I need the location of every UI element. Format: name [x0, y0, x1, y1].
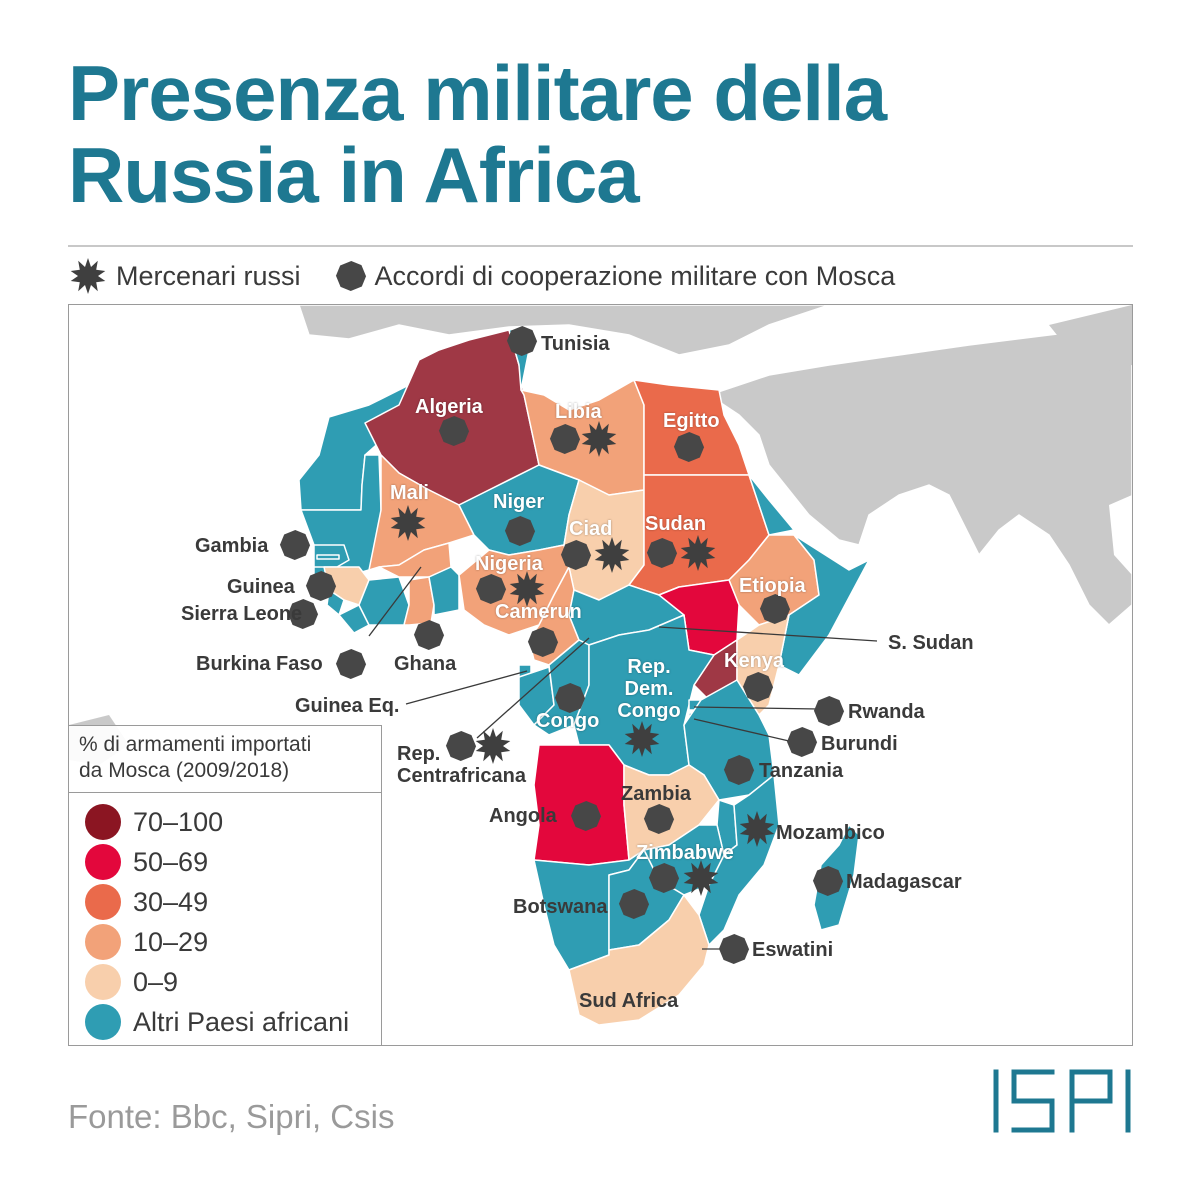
legend-label: 50–69 — [133, 846, 209, 877]
legend-swatch — [85, 804, 121, 840]
marker-eswatini[interactable] — [715, 930, 753, 968]
label-burkina-faso: Burkina Faso — [196, 653, 323, 675]
country-burkina-faso — [378, 542, 452, 578]
legend-label: 0–9 — [133, 966, 179, 997]
country-sud-africa — [568, 894, 710, 1026]
marker-gambia[interactable] — [276, 526, 314, 564]
country-gambia — [316, 554, 340, 560]
legend-cooperation-label: Accordi di cooperazione militare con Mos… — [374, 260, 896, 291]
label-zimbabwe: Zimbabwe — [636, 842, 734, 864]
label-rep-centrafricana: Rep. Centrafricana — [397, 743, 526, 787]
legend-cooperation: Accordi di cooperazione militare con Mos… — [334, 260, 896, 292]
legend-title-line1: % di armamenti importati — [79, 733, 312, 756]
label-rwanda: Rwanda — [848, 701, 925, 723]
label-ciad: Ciad — [569, 518, 613, 540]
legend-label: 30–49 — [133, 886, 209, 917]
label-sierra-leone: Sierra Leone — [181, 603, 303, 625]
label-algeria: Algeria — [415, 396, 483, 418]
label-mozambico: Mozambico — [776, 822, 885, 844]
label-niger: Niger — [493, 491, 545, 513]
label-tunisia: Tunisia — [541, 333, 610, 355]
label-gambia: Gambia — [195, 535, 269, 557]
source-note: Fonte: Bbc, Sipri, Csis — [68, 1098, 395, 1135]
legend-label: 10–29 — [133, 926, 209, 957]
label-congo: Congo — [536, 710, 600, 732]
legend-swatch — [85, 884, 121, 920]
legend-row-70-100: 70–100 — [85, 804, 223, 840]
title-divider — [68, 245, 1133, 247]
other-land — [69, 305, 1132, 765]
label-guinea-eq: Guinea Eq. — [295, 695, 400, 717]
country-togo-benin — [428, 566, 460, 616]
ispi-logo — [993, 1069, 1131, 1133]
label-kenya: Kenya — [724, 650, 785, 672]
legend-mercenaries-label: Mercenari russi — [116, 260, 301, 291]
legend-mercenaries: Mercenari russi — [68, 256, 301, 296]
label-ghana: Ghana — [394, 653, 457, 675]
label-angola: Angola — [489, 805, 557, 827]
label-zambia: Zambia — [621, 783, 692, 805]
label-burundi: Burundi — [821, 733, 898, 755]
label-tanzania: Tanzania — [759, 760, 844, 782]
africa-map: Tunisia Algeria Libia Egitto Mali Niger … — [68, 304, 1133, 1046]
label-nigeria: Nigeria — [475, 553, 543, 575]
label-sud-africa: Sud Africa — [579, 990, 679, 1012]
country-eritrea — [748, 474, 795, 536]
octagon-icon — [334, 260, 367, 292]
marker-legend: Mercenari russi Accordi di cooperazione … — [68, 256, 929, 296]
legend-swatch — [85, 844, 121, 880]
label-madagascar: Madagascar — [846, 871, 962, 893]
legend-swatch — [85, 964, 121, 1000]
legend-label: Altri Paesi africani — [133, 1006, 350, 1037]
legend-row-altri: Altri Paesi africani — [85, 1004, 349, 1040]
country-somalia — [778, 534, 870, 676]
label-rep-dem-congo: Rep. Dem. Congo — [617, 656, 681, 722]
color-legend: % di armamenti importati da Mosca (2009/… — [69, 725, 382, 1045]
legend-swatch — [85, 1004, 121, 1040]
legend-row-0-9: 0–9 — [85, 964, 178, 1000]
leader-lines — [368, 566, 878, 950]
page-title: Presenza militare della Russia in Africa — [68, 49, 887, 219]
label-eswatini: Eswatini — [752, 939, 834, 961]
legend-row-10-29: 10–29 — [85, 924, 208, 960]
legend-title-line2: da Mosca (2009/2018) — [79, 759, 290, 782]
country-egitto — [633, 379, 750, 476]
label-botswana: Botswana — [513, 896, 608, 918]
starburst-icon — [70, 258, 106, 294]
legend-row-50-69: 50–69 — [85, 844, 208, 880]
legend-swatch — [85, 924, 121, 960]
legend-title: % di armamenti importati da Mosca (2009/… — [79, 732, 311, 784]
country-zambia — [623, 764, 720, 861]
label-sudan: Sudan — [645, 513, 707, 535]
label-etiopia: Etiopia — [739, 575, 806, 597]
map-canvas — [69, 305, 1132, 1026]
marker-burundi[interactable] — [783, 723, 821, 761]
legend-label: 70–100 — [133, 806, 224, 837]
label-mali: Mali — [390, 482, 429, 504]
marker-rwanda[interactable] — [810, 692, 848, 730]
marker-burkina-faso[interactable] — [332, 645, 370, 683]
legend-row-30-49: 30–49 — [85, 884, 208, 920]
label-guinea: Guinea — [227, 576, 295, 598]
label-libia: Libia — [555, 401, 602, 423]
legend-separator — [69, 792, 381, 793]
label-egitto: Egitto — [663, 410, 720, 432]
label-s-sudan: S. Sudan — [888, 632, 974, 654]
label-camerun: Camerun — [495, 601, 582, 623]
